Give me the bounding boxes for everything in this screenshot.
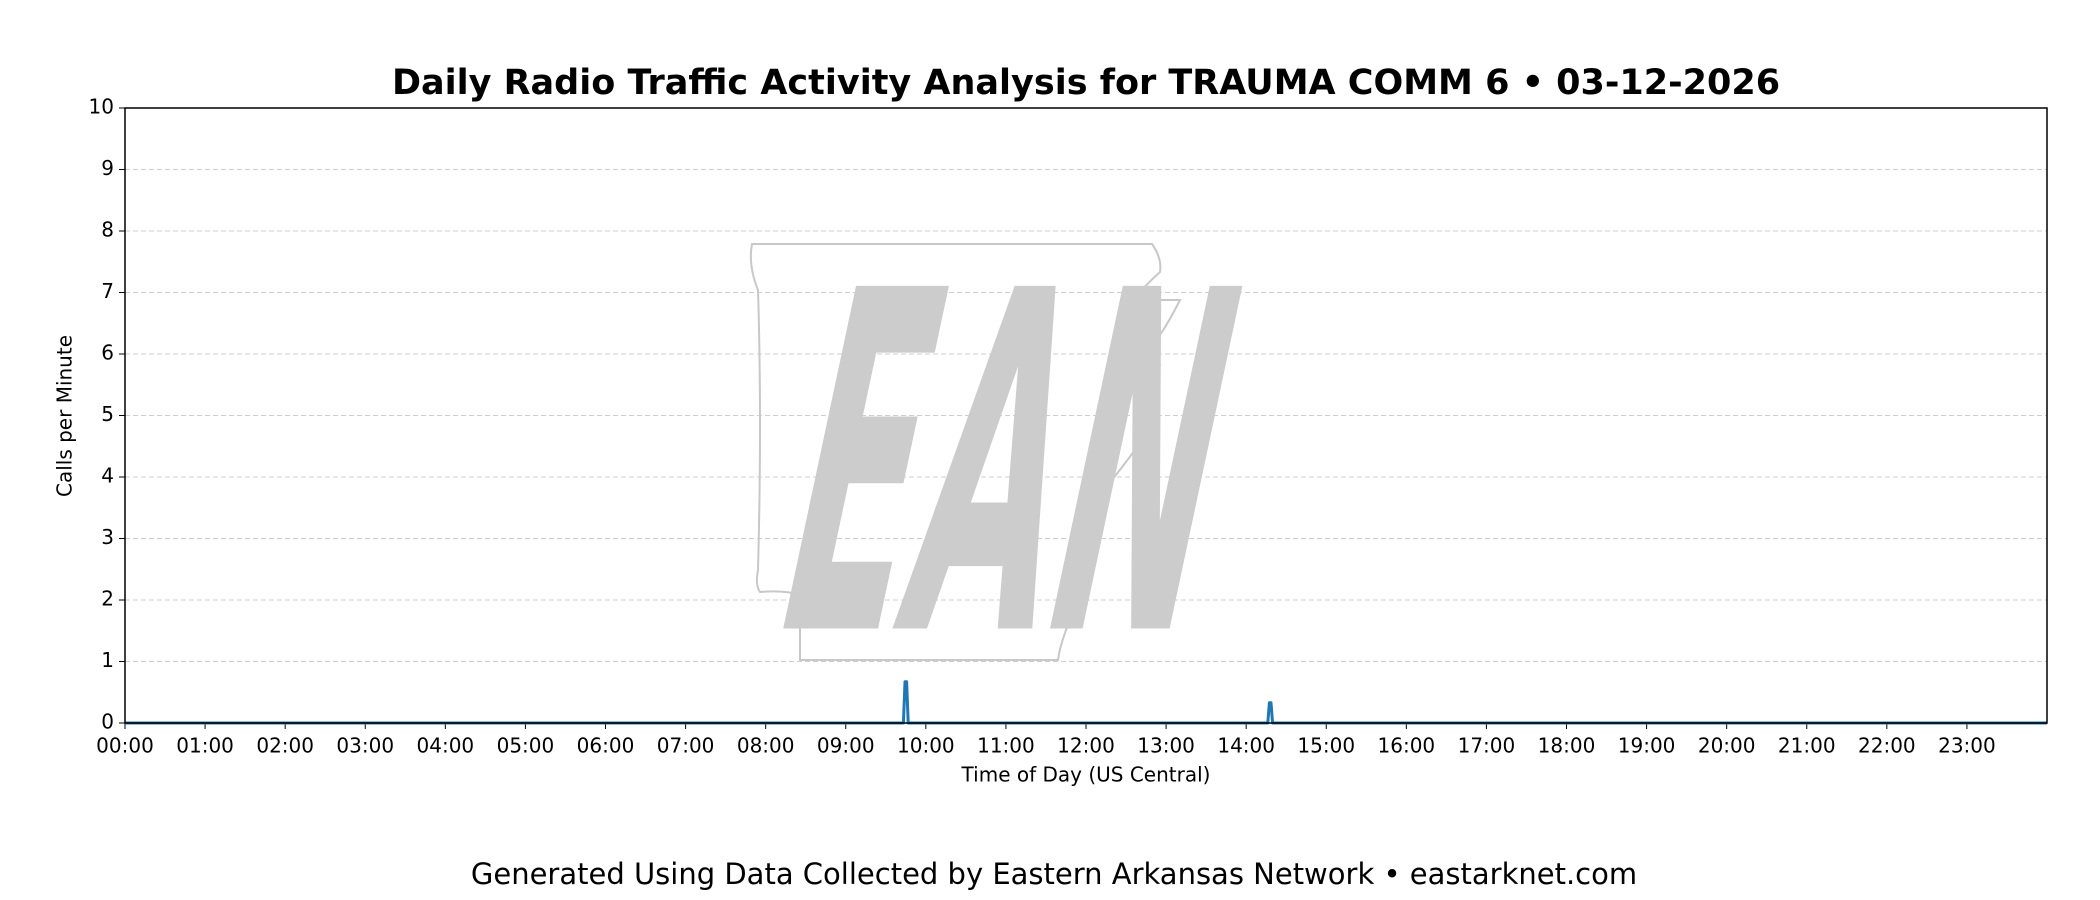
x-tick-label: 20:00	[1698, 734, 1756, 758]
x-tick-label: 15:00	[1297, 734, 1355, 758]
chart-title: Daily Radio Traffic Activity Analysis fo…	[392, 63, 1780, 103]
x-tick-label: 08:00	[737, 734, 795, 758]
y-tick-label: 7	[101, 279, 114, 303]
x-tick-label: 01:00	[176, 734, 234, 758]
y-tick-label: 0	[101, 710, 114, 734]
x-tick-label: 23:00	[1938, 734, 1996, 758]
y-tick-label: 1	[101, 648, 114, 672]
x-tick-label: 00:00	[96, 734, 154, 758]
y-tick-label: 6	[101, 341, 114, 365]
x-tick-label: 09:00	[817, 734, 875, 758]
x-tick-label: 03:00	[336, 734, 394, 758]
x-axis-label: Time of Day (US Central)	[961, 763, 1211, 787]
x-tick-label: 12:00	[1057, 734, 1115, 758]
x-tick-label: 22:00	[1858, 734, 1916, 758]
x-tick-label: 05:00	[497, 734, 555, 758]
footer: Generated Using Data Collected by Easter…	[471, 857, 1637, 891]
y-tick-label: 2	[101, 587, 114, 611]
state-outline	[749, 243, 1182, 661]
x-tick-label: 10:00	[897, 734, 955, 758]
x-tick-label: 19:00	[1618, 734, 1676, 758]
x-tick-label: 16:00	[1378, 734, 1436, 758]
y-tick-label: 4	[101, 464, 114, 488]
x-tick-label: 07:00	[657, 734, 715, 758]
y-axis-label: Calls per Minute	[53, 335, 77, 497]
x-tick-label: 06:00	[577, 734, 635, 758]
y-tick-label: 8	[101, 218, 114, 242]
x-tick-label: 11:00	[977, 734, 1035, 758]
watermark: EAN	[743, 193, 1279, 740]
x-tick-label: 13:00	[1137, 734, 1195, 758]
y-tick-label: 5	[101, 402, 114, 426]
x-tick-label: 17:00	[1458, 734, 1516, 758]
x-tick-label: 14:00	[1217, 734, 1275, 758]
y-tick-label: 3	[101, 525, 114, 549]
x-tick-label: 21:00	[1778, 734, 1836, 758]
y-tick-label: 9	[101, 156, 114, 180]
plot-frame	[124, 107, 2048, 724]
x-tick-label: 02:00	[256, 734, 314, 758]
y-tick-label: 10	[89, 95, 114, 119]
x-tick-label: 18:00	[1538, 734, 1596, 758]
x-tick-label: 04:00	[417, 734, 475, 758]
